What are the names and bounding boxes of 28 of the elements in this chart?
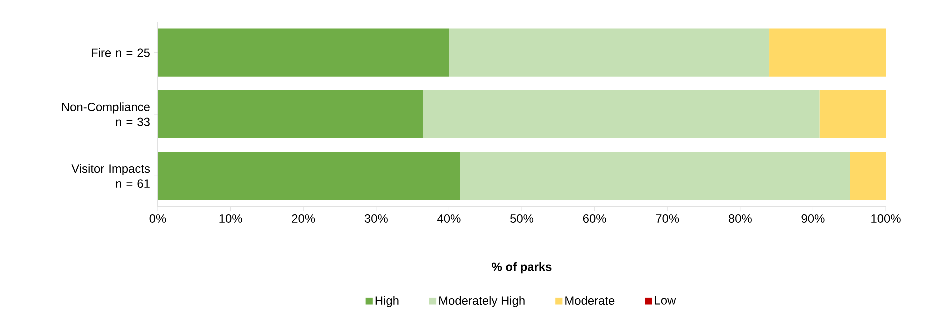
legend-label: Moderately High xyxy=(440,296,525,308)
x-tick-label: 30% xyxy=(364,214,388,223)
bar xyxy=(158,152,460,200)
bar xyxy=(850,152,886,200)
bar xyxy=(449,28,770,77)
x-tick-label: 80% xyxy=(728,214,752,223)
bar xyxy=(422,90,820,139)
x-tick-label: 100% xyxy=(872,214,901,223)
x-tick-label: 0% xyxy=(150,214,166,223)
x-tick-label: 70% xyxy=(656,214,680,223)
y-tick-label: Fire n = 25 xyxy=(92,48,150,58)
x-tick-label: 90% xyxy=(802,214,825,223)
bar xyxy=(158,28,450,77)
legend-label: Moderate xyxy=(566,296,615,306)
legend-label: High xyxy=(376,296,399,308)
y-tick-label: Non-Compliance n = 33 xyxy=(62,102,150,126)
y-tick-label: Visitor Impacts n = 61 xyxy=(72,164,150,188)
x-tick-label: 50% xyxy=(510,214,534,223)
x-tick-label: 10% xyxy=(220,214,242,223)
bar xyxy=(820,90,886,139)
legend-label: Low xyxy=(655,296,676,305)
x-tick-label: 20% xyxy=(292,214,316,223)
x-axis-title: % of parks xyxy=(492,262,552,274)
x-tick-label: 60% xyxy=(583,214,606,223)
bar xyxy=(770,28,886,77)
bar xyxy=(460,152,850,200)
bar xyxy=(158,90,423,139)
x-tick-label: 40% xyxy=(438,214,461,223)
